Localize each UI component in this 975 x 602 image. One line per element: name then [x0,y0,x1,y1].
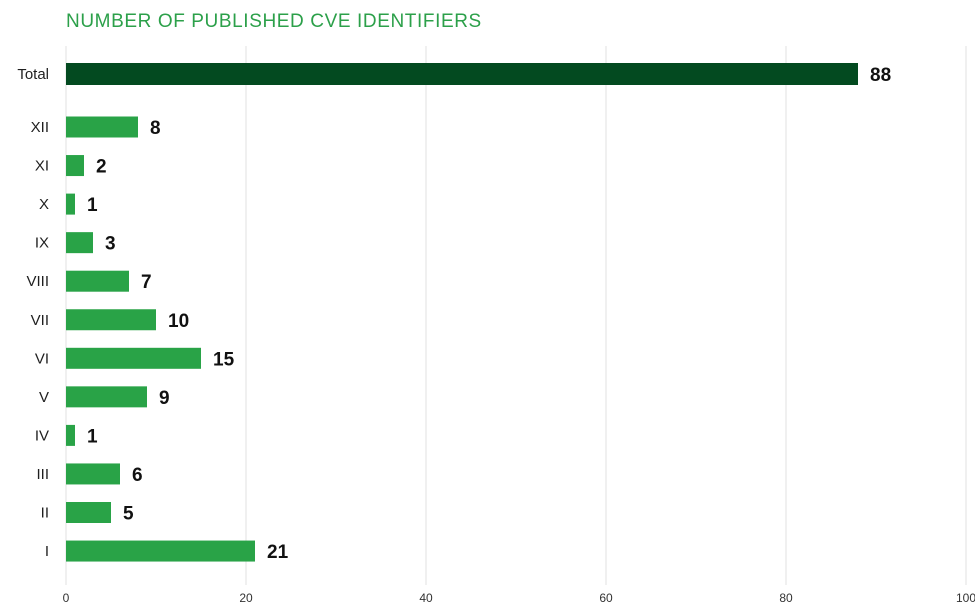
x-tick-label-100: 100 [956,591,975,602]
value-label-vi: 15 [213,349,235,370]
bar-vi [66,347,201,369]
bars [66,63,858,562]
category-label-ii: II [41,505,49,522]
category-label-iii: III [36,466,49,483]
category-label-total: Total [17,66,49,83]
bar-v [66,386,147,408]
grid-lines [65,46,967,585]
x-tick-label-60: 60 [599,591,613,602]
x-axis-tick-labels: 0 20 40 60 80 100 [63,591,975,602]
category-label-viii: VIII [26,273,49,290]
x-tick-label-80: 80 [779,591,793,602]
bar-total [66,63,858,85]
value-label-xi: 2 [96,157,107,178]
value-label-x: 1 [87,195,98,216]
category-label-i: I [45,543,49,560]
category-label-v: V [39,389,49,406]
bar-iv [66,424,75,446]
bar-ix [66,232,93,254]
category-label-vi: VI [35,350,49,367]
x-tick-label-40: 40 [419,591,433,602]
category-label-x: X [39,196,49,213]
bar-x [66,193,75,215]
bar-xi [66,155,84,177]
value-label-xii: 8 [150,118,161,139]
bar-i [66,540,255,562]
category-label-xii: XII [31,119,49,136]
bar-xii [66,116,138,138]
bar-viii [66,270,129,292]
value-label-viii: 7 [141,272,152,293]
value-label-ii: 5 [123,504,134,525]
x-tick-label-0: 0 [63,591,70,602]
value-label-i: 21 [267,542,289,563]
bar-vii [66,309,156,331]
chart-title: NUMBER OF PUBLISHED CVE IDENTIFIERS [66,11,482,32]
value-label-ix: 3 [105,234,116,255]
value-label-vii: 10 [168,311,189,332]
bar-iii [66,463,120,485]
value-label-v: 9 [159,388,170,409]
category-label-iv: IV [35,427,49,444]
x-tick-label-20: 20 [239,591,253,602]
value-label-total: 88 [870,65,891,86]
value-label-iii: 6 [132,465,143,486]
category-label-xi: XI [35,158,49,175]
category-label-ix: IX [35,235,49,252]
category-label-vii: VII [31,312,49,329]
bar-ii [66,502,111,523]
value-label-iv: 1 [87,426,98,447]
